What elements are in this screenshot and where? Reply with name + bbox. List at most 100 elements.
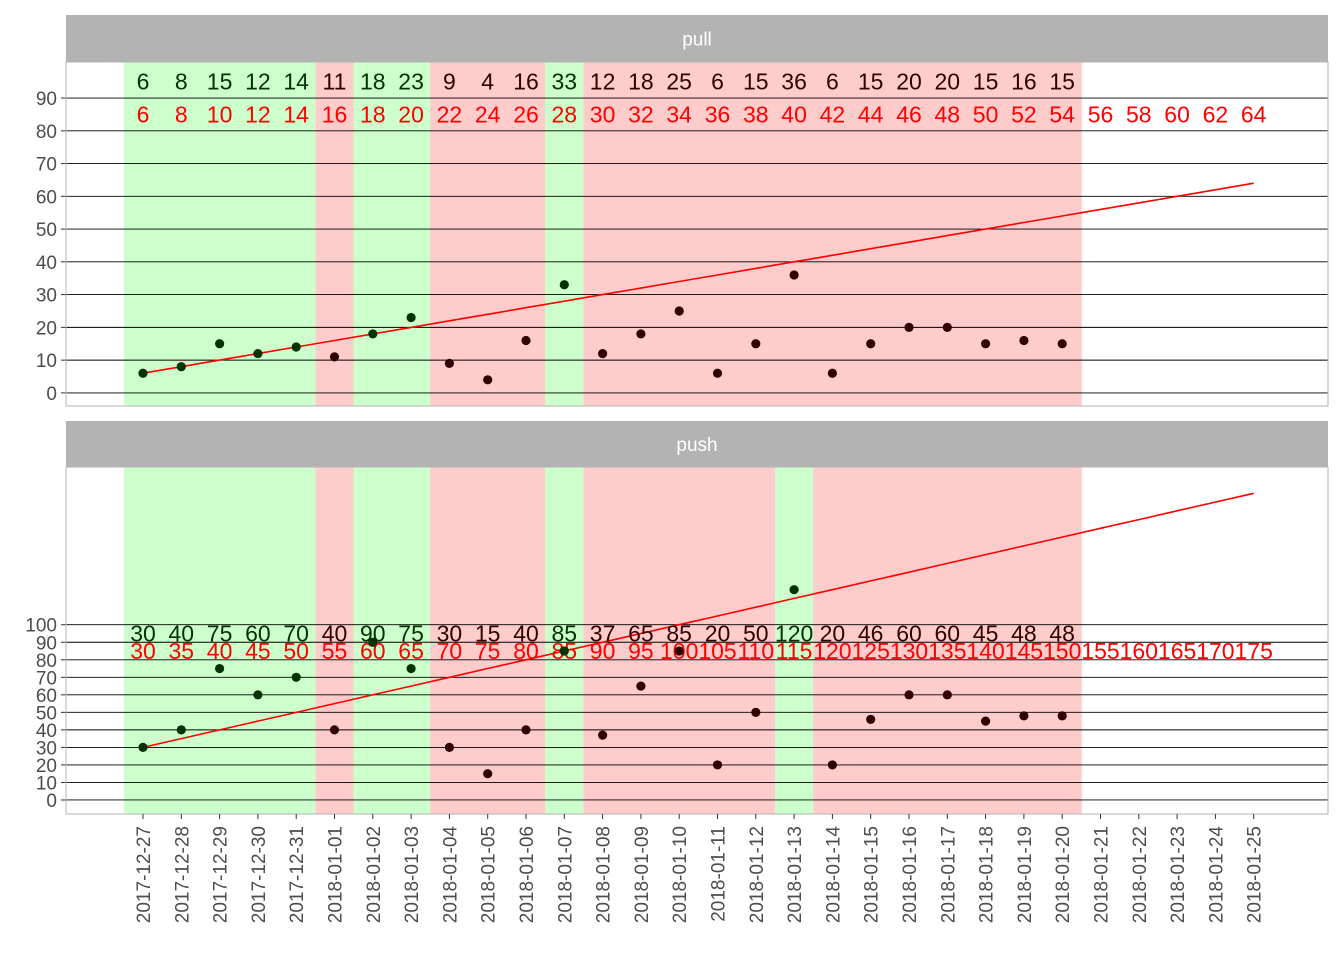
point-push-2018-01-12 (751, 707, 761, 717)
xtick-2018-01-15: 2018-01-15 (862, 826, 883, 923)
actual-label-pull-2018-01-04: 9 (443, 69, 456, 95)
actual-label-pull-2018-01-06: 16 (513, 69, 539, 95)
target-label-pull-2018-01-09: 32 (628, 101, 654, 127)
actual-label-pull-2018-01-15: 15 (858, 69, 884, 95)
ytick-pull-60: 60 (36, 187, 57, 208)
target-label-pull-2017-12-27: 6 (137, 101, 150, 127)
target-label-push-2018-01-19: 145 (1005, 638, 1043, 664)
point-pull-2018-01-06 (521, 335, 531, 346)
xtick-2018-01-16: 2018-01-16 (900, 826, 921, 923)
actual-label-pull-2018-01-11: 6 (711, 69, 724, 95)
target-label-push-2018-01-12: 110 (737, 638, 774, 664)
target-label-pull-2018-01-04: 22 (437, 101, 463, 127)
ytick-push-80: 80 (36, 651, 57, 672)
ytick-push-90: 90 (36, 633, 57, 654)
actual-label-pull-2018-01-01: 11 (323, 69, 347, 95)
xtick-2018-01-07: 2018-01-07 (555, 826, 576, 923)
band-pull-2018-01-13 (774, 62, 814, 406)
target-label-push-2017-12-30: 45 (245, 638, 271, 664)
strip-title-pull: pull (682, 30, 712, 51)
point-pull-2018-01-03 (406, 312, 416, 323)
point-push-2017-12-27 (138, 742, 148, 753)
actual-label-pull-2018-01-14: 6 (826, 69, 839, 95)
xtick-2018-01-10: 2018-01-10 (670, 826, 691, 923)
point-pull-2018-01-08 (598, 348, 608, 359)
point-pull-2018-01-11 (712, 368, 723, 378)
target-label-push-2017-12-31: 50 (283, 638, 309, 664)
target-label-pull-2018-01-18: 50 (973, 101, 999, 127)
target-label-pull-2018-01-22: 58 (1126, 101, 1152, 127)
band-push-2018-01-15 (851, 467, 891, 814)
actual-label-push-2018-01-11: 20 (705, 620, 731, 646)
target-label-pull-2018-01-06: 26 (513, 101, 539, 127)
ytick-push-20: 20 (36, 756, 57, 777)
point-pull-2018-01-05 (483, 375, 493, 385)
xtick-2018-01-02: 2018-01-02 (364, 826, 385, 923)
target-label-push-2017-12-28: 35 (169, 638, 195, 664)
ytick-pull-90: 90 (36, 89, 57, 110)
target-label-push-2018-01-13: 115 (776, 638, 813, 664)
band-pull-2018-01-12 (736, 62, 776, 406)
actual-label-push-2018-01-19: 48 (1011, 620, 1037, 646)
point-pull-2017-12-27 (138, 368, 148, 378)
band-pull-2018-01-11 (698, 62, 738, 406)
band-pull-2018-01-18 (966, 62, 1006, 406)
point-pull-2018-01-17 (942, 322, 952, 332)
target-label-push-2018-01-23: 165 (1158, 638, 1196, 664)
target-label-push-2018-01-18: 140 (966, 638, 1004, 664)
actual-label-pull-2018-01-20: 15 (1049, 69, 1075, 95)
target-label-pull-2018-01-24: 62 (1203, 101, 1229, 127)
xtick-2018-01-22: 2018-01-22 (1130, 826, 1151, 923)
actual-label-push-2018-01-16: 60 (896, 620, 922, 646)
point-pull-2018-01-12 (751, 339, 761, 349)
target-line-push (142, 492, 1254, 749)
point-pull-2018-01-02 (368, 329, 378, 339)
target-label-push-2017-12-29: 40 (207, 638, 233, 664)
ytick-pull-40: 40 (36, 253, 57, 274)
target-label-pull-2018-01-07: 28 (552, 101, 578, 127)
actual-label-push-2017-12-30: 60 (245, 620, 271, 646)
ytick-push-50: 50 (36, 703, 57, 724)
band-pull-2018-01-09 (621, 62, 661, 406)
xtick-2017-12-29: 2017-12-29 (211, 826, 232, 923)
point-push-2018-01-20 (1057, 711, 1067, 721)
actual-label-push-2018-01-17: 60 (935, 620, 961, 646)
target-label-pull-2018-01-15: 44 (858, 101, 884, 127)
target-label-push-2018-01-21: 155 (1081, 638, 1119, 664)
target-label-pull-2018-01-19: 52 (1011, 101, 1037, 127)
target-label-pull-2018-01-12: 38 (743, 101, 769, 127)
point-push-2017-12-29 (215, 663, 225, 674)
actual-label-push-2018-01-01: 40 (322, 620, 348, 646)
target-label-push-2018-01-11: 105 (698, 638, 736, 664)
target-label-push-2018-01-09: 95 (628, 638, 654, 664)
band-pull-2018-01-20 (1043, 62, 1082, 406)
target-label-push-2017-12-27: 30 (130, 638, 156, 664)
target-label-push-2018-01-15: 125 (852, 638, 890, 664)
xtick-2018-01-23: 2018-01-23 (1168, 826, 1189, 923)
point-push-2018-01-03 (406, 663, 416, 674)
actual-label-pull-2018-01-13: 36 (781, 69, 807, 95)
xtick-2018-01-11: 2018-01-11 (709, 826, 730, 922)
point-push-2017-12-31 (291, 672, 301, 682)
band-push-2018-01-06 (506, 467, 546, 814)
target-label-pull-2018-01-08: 30 (590, 101, 616, 127)
band-push-2018-01-10 (660, 467, 699, 814)
band-pull-2017-12-29 (200, 62, 240, 406)
xtick-2018-01-13: 2018-01-13 (785, 826, 806, 923)
target-label-push-2018-01-22: 160 (1120, 638, 1158, 664)
ytick-pull-70: 70 (36, 155, 57, 176)
strip-pull (66, 15, 1328, 62)
xtick-2018-01-20: 2018-01-20 (1053, 826, 1074, 923)
target-label-push-2018-01-24: 170 (1196, 638, 1234, 664)
xtick-2018-01-14: 2018-01-14 (823, 826, 844, 924)
point-pull-2017-12-29 (215, 339, 225, 349)
point-push-2017-12-28 (176, 725, 186, 735)
xtick-2018-01-12: 2018-01-12 (747, 826, 768, 923)
xtick-2017-12-28: 2017-12-28 (172, 826, 193, 923)
band-push-2018-01-11 (698, 467, 738, 814)
band-pull-2018-01-19 (1004, 62, 1044, 406)
actual-label-push-2018-01-08: 37 (590, 620, 616, 646)
band-push-2018-01-07 (545, 467, 584, 814)
band-push-2018-01-16 (889, 467, 929, 814)
band-push-2017-12-28 (162, 467, 201, 814)
